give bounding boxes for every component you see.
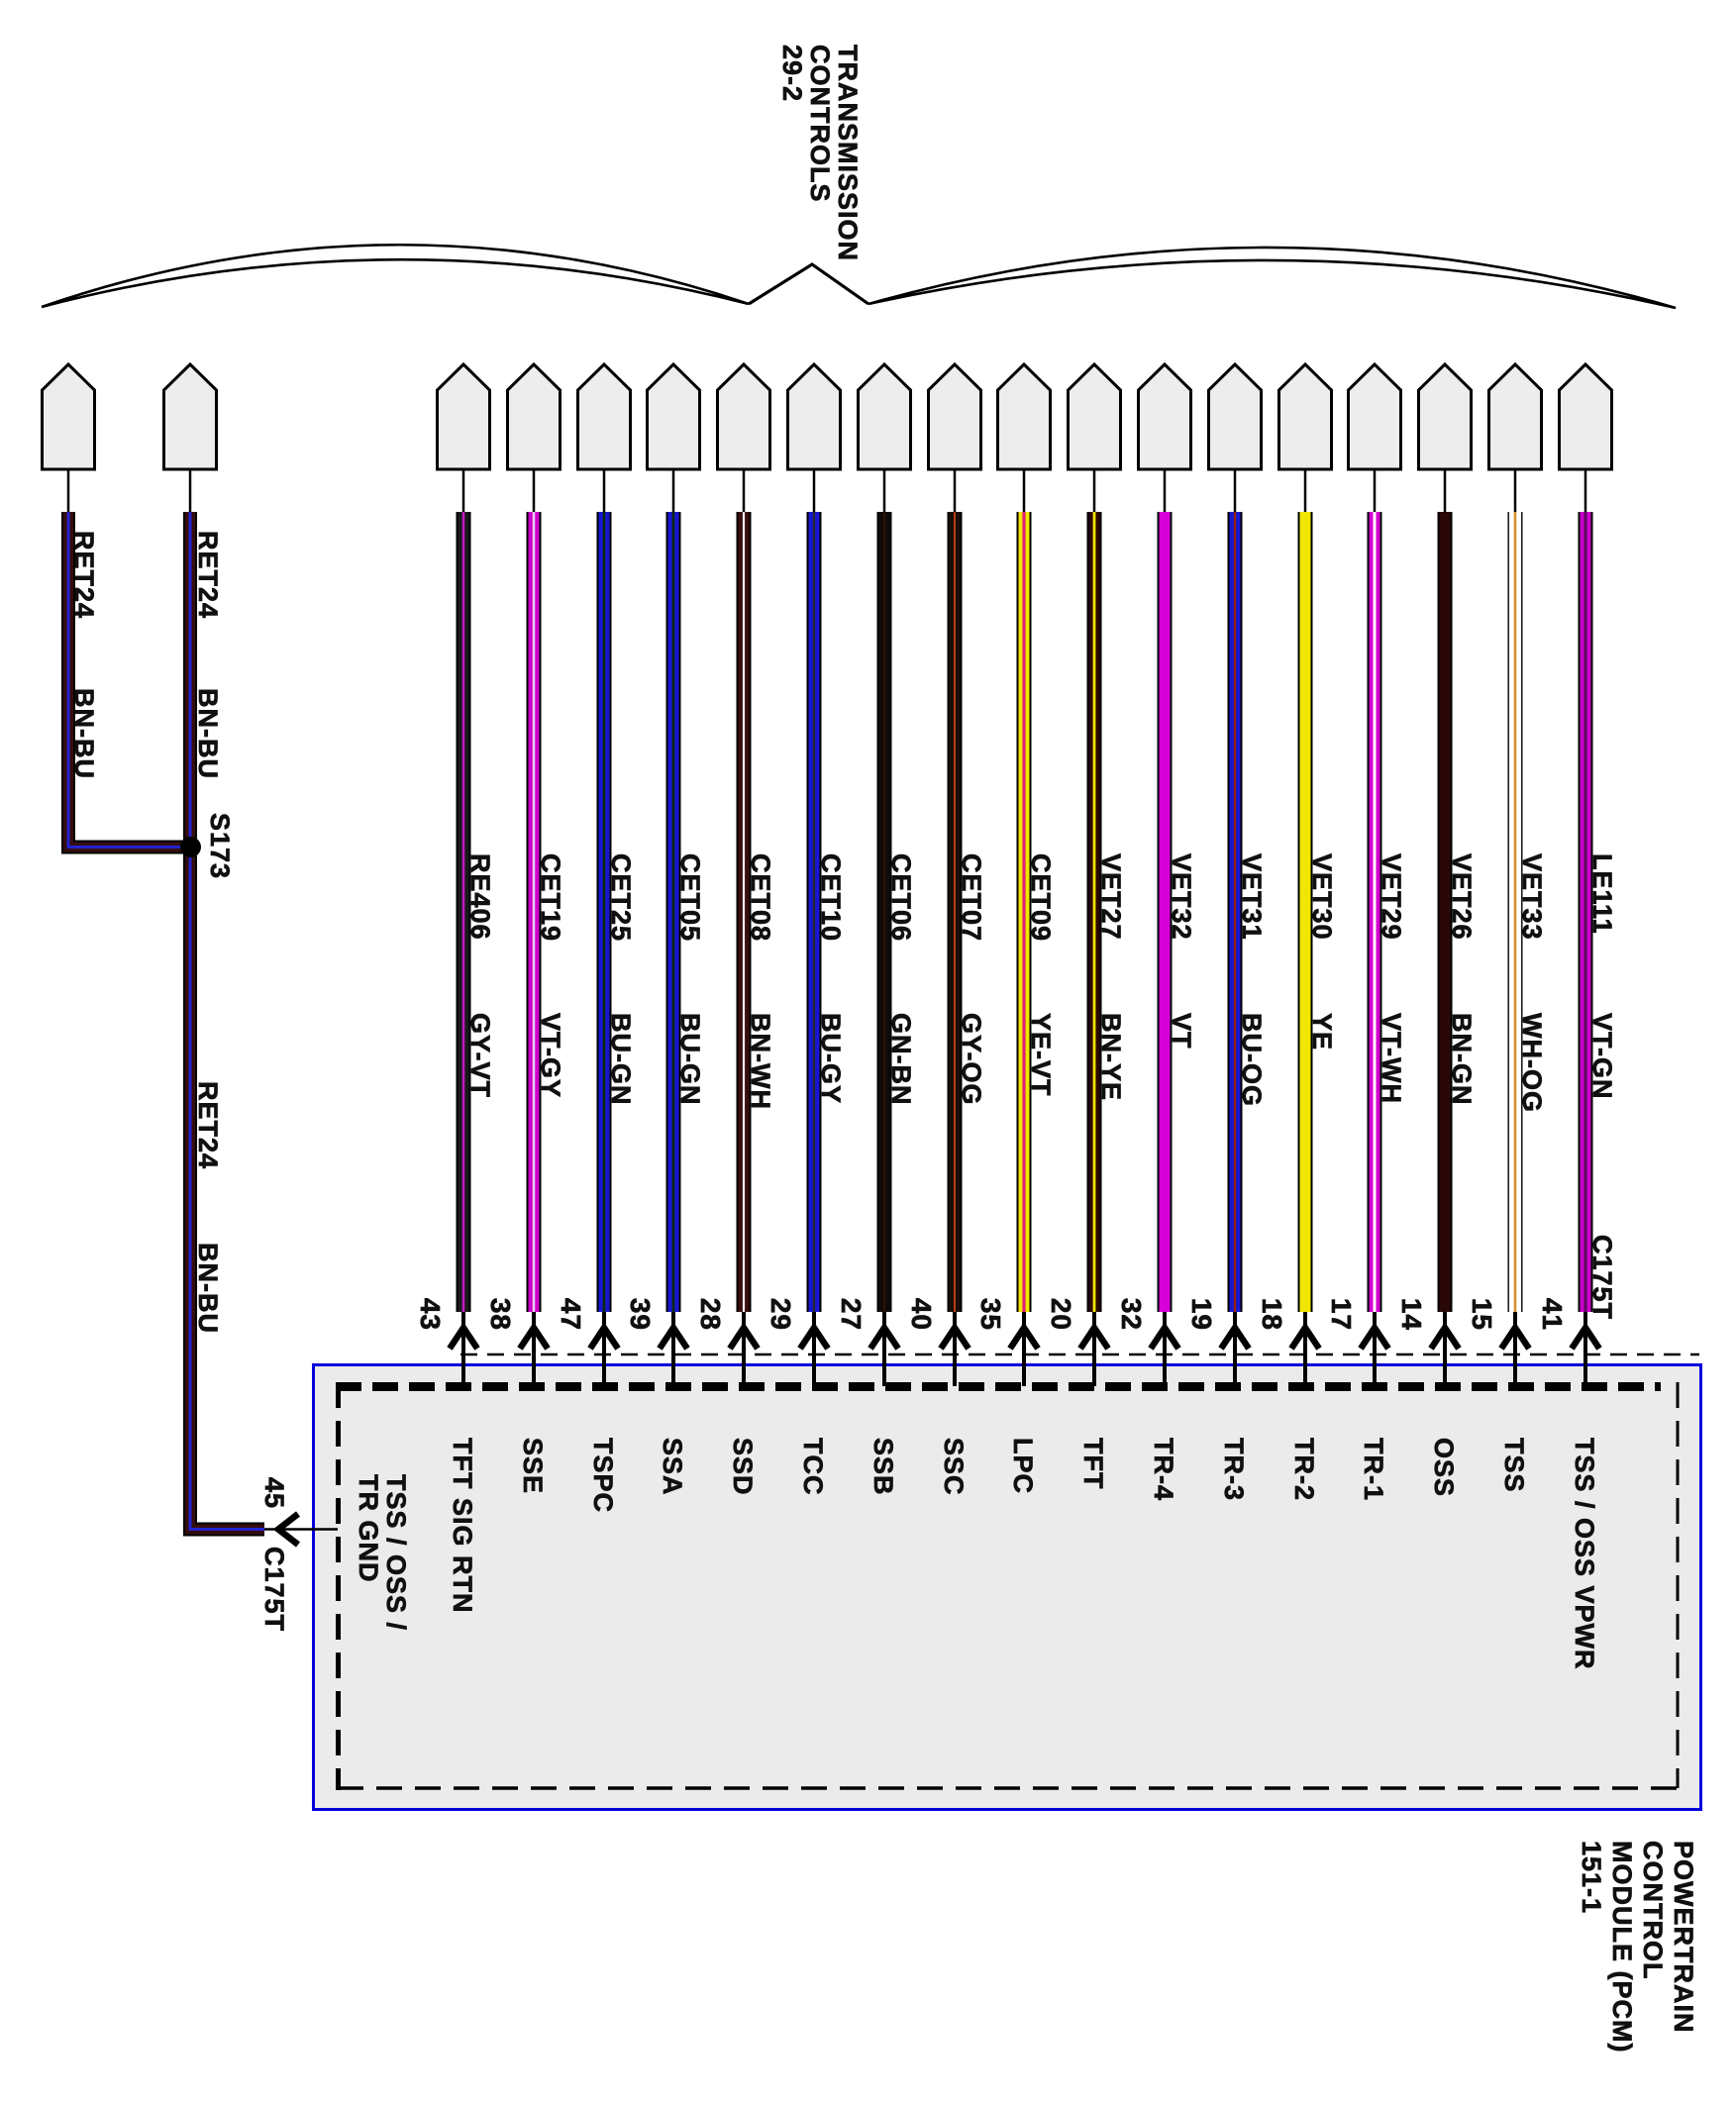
- svg-text:POWERTRAIN: POWERTRAIN: [1669, 1841, 1698, 2034]
- svg-text:BN-BU: BN-BU: [69, 688, 99, 779]
- svg-text:SSC: SSC: [939, 1438, 969, 1496]
- svg-text:VET29: VET29: [1377, 853, 1406, 941]
- svg-text:BN-BU: BN-BU: [193, 1243, 223, 1334]
- svg-text:28: 28: [695, 1298, 726, 1331]
- svg-text:TR-4: TR-4: [1149, 1438, 1178, 1501]
- svg-text:47: 47: [556, 1298, 586, 1331]
- svg-text:CET09: CET09: [1026, 853, 1056, 942]
- svg-text:CONTROLS: CONTROLS: [805, 45, 835, 203]
- svg-text:29: 29: [766, 1298, 796, 1331]
- svg-text:45: 45: [259, 1477, 289, 1509]
- svg-text:18: 18: [1257, 1298, 1287, 1331]
- svg-text:TRANSMISSION: TRANSMISSION: [833, 45, 863, 261]
- svg-text:19: 19: [1186, 1298, 1217, 1331]
- svg-text:27: 27: [836, 1298, 867, 1331]
- svg-text:32: 32: [1116, 1298, 1147, 1331]
- svg-text:BU-GN: BU-GN: [606, 1013, 636, 1106]
- svg-text:CET08: CET08: [746, 853, 775, 942]
- svg-text:VET31: VET31: [1237, 853, 1267, 941]
- svg-text:VT-WH: VT-WH: [1377, 1013, 1406, 1104]
- svg-text:35: 35: [975, 1298, 1006, 1331]
- svg-text:YE-VT: YE-VT: [1026, 1013, 1056, 1097]
- svg-text:BN-GN: BN-GN: [1447, 1013, 1477, 1106]
- svg-text:WH-OG: WH-OG: [1517, 1013, 1547, 1113]
- svg-text:CET10: CET10: [816, 853, 846, 942]
- svg-text:40: 40: [906, 1298, 937, 1331]
- svg-text:TCC: TCC: [798, 1438, 828, 1496]
- svg-text:TR-3: TR-3: [1219, 1438, 1249, 1501]
- svg-text:VT: VT: [1167, 1013, 1196, 1050]
- svg-text:BU-GY: BU-GY: [816, 1013, 846, 1104]
- svg-text:29-2: 29-2: [777, 45, 807, 102]
- svg-text:GN-BN: GN-BN: [886, 1013, 916, 1106]
- svg-text:17: 17: [1326, 1298, 1357, 1331]
- svg-text:CET05: CET05: [675, 853, 705, 942]
- svg-text:S173: S173: [205, 813, 235, 879]
- svg-text:VET27: VET27: [1096, 853, 1126, 941]
- svg-text:CET25: CET25: [606, 853, 636, 942]
- svg-text:RET24: RET24: [69, 531, 99, 619]
- svg-text:GY-VT: GY-VT: [465, 1013, 495, 1098]
- svg-text:CET06: CET06: [886, 853, 916, 942]
- svg-text:VET30: VET30: [1307, 853, 1337, 941]
- svg-text:SSA: SSA: [658, 1438, 687, 1496]
- svg-text:TR-2: TR-2: [1289, 1438, 1319, 1501]
- svg-text:39: 39: [625, 1298, 656, 1331]
- svg-text:RE406: RE406: [465, 853, 495, 941]
- svg-text:TSS / OSS VPWR: TSS / OSS VPWR: [1570, 1438, 1599, 1670]
- svg-text:BN-WH: BN-WH: [746, 1013, 775, 1110]
- svg-text:TSPC: TSPC: [588, 1438, 618, 1513]
- svg-text:SSD: SSD: [728, 1438, 758, 1496]
- svg-text:BN-YE: BN-YE: [1096, 1013, 1126, 1101]
- svg-text:RET24: RET24: [193, 531, 223, 619]
- svg-text:20: 20: [1046, 1298, 1076, 1331]
- svg-text:RET24: RET24: [193, 1081, 223, 1169]
- svg-text:CONTROL: CONTROL: [1638, 1841, 1668, 1979]
- svg-text:BU-GN: BU-GN: [675, 1013, 705, 1106]
- svg-text:TSS / OSS /: TSS / OSS /: [381, 1474, 411, 1631]
- svg-text:BU-OG: BU-OG: [1237, 1013, 1267, 1107]
- svg-text:LE111: LE111: [1587, 853, 1617, 935]
- svg-text:VT-GY: VT-GY: [536, 1013, 565, 1098]
- svg-text:SSB: SSB: [868, 1438, 898, 1496]
- svg-text:CET19: CET19: [536, 853, 565, 942]
- svg-text:VET33: VET33: [1517, 853, 1547, 941]
- svg-text:C175T: C175T: [259, 1547, 289, 1632]
- svg-text:14: 14: [1396, 1298, 1427, 1331]
- svg-text:VT-GN: VT-GN: [1587, 1013, 1617, 1100]
- svg-text:BN-BU: BN-BU: [193, 688, 223, 779]
- svg-text:C175T: C175T: [1587, 1235, 1617, 1320]
- svg-text:TFT SIG RTN: TFT SIG RTN: [448, 1438, 477, 1613]
- svg-text:15: 15: [1467, 1298, 1497, 1331]
- svg-text:38: 38: [485, 1298, 516, 1331]
- svg-text:MODULE (PCM): MODULE (PCM): [1607, 1841, 1637, 2053]
- svg-text:TFT: TFT: [1078, 1438, 1108, 1489]
- svg-text:151-1: 151-1: [1577, 1841, 1606, 1914]
- svg-text:41: 41: [1537, 1298, 1568, 1331]
- svg-text:TR-1: TR-1: [1359, 1438, 1388, 1501]
- svg-text:SSE: SSE: [518, 1438, 548, 1494]
- svg-text:VET32: VET32: [1167, 853, 1196, 941]
- svg-text:LPC: LPC: [1008, 1438, 1038, 1494]
- svg-text:OSS: OSS: [1429, 1438, 1459, 1497]
- svg-text:YE: YE: [1307, 1013, 1337, 1051]
- svg-text:GY-OG: GY-OG: [957, 1013, 986, 1106]
- svg-text:TR GND: TR GND: [354, 1474, 383, 1583]
- svg-text:VET26: VET26: [1447, 853, 1477, 941]
- svg-text:CET07: CET07: [957, 853, 986, 942]
- svg-text:43: 43: [415, 1298, 446, 1331]
- svg-text:TSS: TSS: [1499, 1438, 1529, 1493]
